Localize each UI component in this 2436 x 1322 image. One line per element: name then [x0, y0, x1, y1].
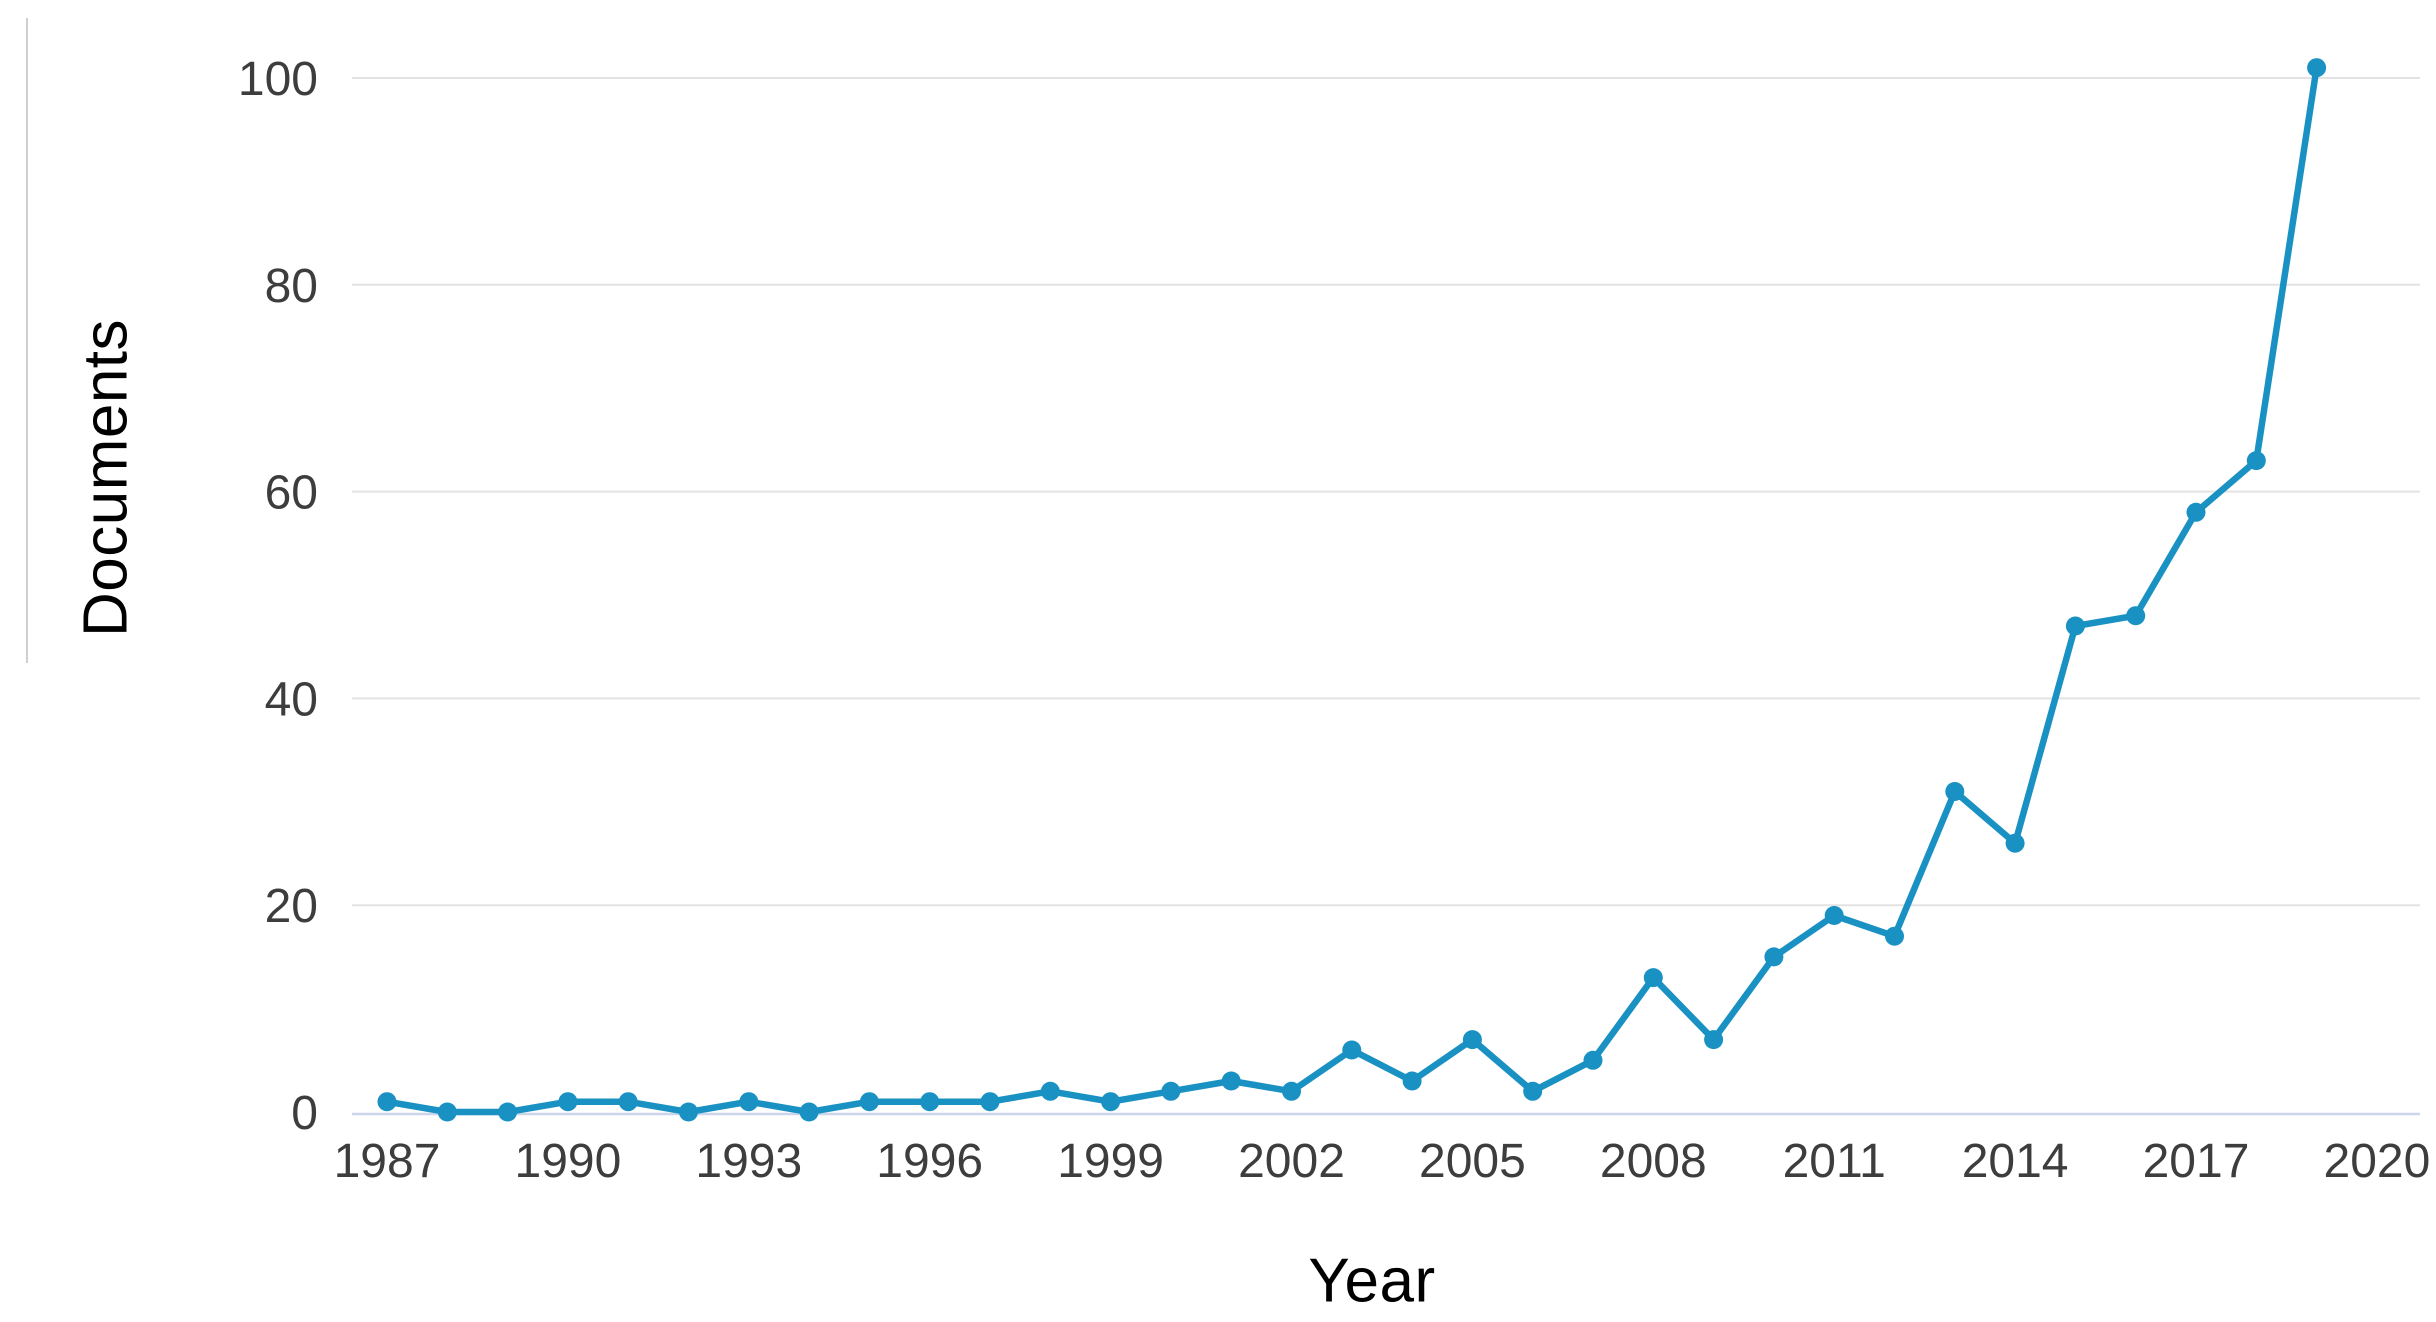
data-point-2011[interactable]	[1824, 906, 1844, 925]
x-tick-label-2020: 2020	[2324, 1135, 2431, 1188]
y-tick-label-100: 100	[238, 53, 318, 106]
x-axis-title: Year	[1308, 1246, 1436, 1316]
data-point-1990[interactable]	[558, 1092, 578, 1112]
data-point-1989[interactable]	[498, 1102, 518, 1122]
data-point-1987[interactable]	[377, 1092, 397, 1112]
data-point-2006[interactable]	[1523, 1081, 1543, 1101]
page-edge-line	[26, 18, 28, 663]
y-tick-label-20: 20	[265, 880, 318, 933]
x-tick-label-1990: 1990	[515, 1135, 622, 1188]
data-point-2019[interactable]	[2307, 58, 2327, 78]
x-tick-label-2011: 2011	[1783, 1135, 1886, 1188]
y-tick-label-40: 40	[265, 673, 318, 726]
data-point-2017[interactable]	[2186, 502, 2206, 522]
data-point-2007[interactable]	[1583, 1050, 1603, 1070]
data-point-1997[interactable]	[980, 1092, 1000, 1112]
data-point-1992[interactable]	[679, 1102, 698, 1122]
data-point-1993[interactable]	[739, 1092, 759, 1112]
series-line-documents	[383, 64, 2320, 1116]
data-point-1996[interactable]	[920, 1092, 940, 1112]
data-point-2009[interactable]	[1704, 1030, 1724, 1050]
x-tick-label-2017: 2017	[2143, 1135, 2250, 1188]
x-tick-label-2005: 2005	[1419, 1135, 1526, 1188]
data-point-2002[interactable]	[1282, 1081, 1301, 1101]
x-tick-label-1987: 1987	[334, 1135, 441, 1188]
data-point-2018[interactable]	[2246, 451, 2266, 471]
data-point-2013[interactable]	[1945, 782, 1965, 801]
y-axis-title: Documents	[71, 318, 141, 638]
data-point-2000[interactable]	[1161, 1081, 1181, 1101]
data-point-2008[interactable]	[1643, 968, 1663, 988]
data-point-2005[interactable]	[1462, 1030, 1482, 1050]
data-point-2010[interactable]	[1764, 947, 1784, 967]
data-point-2014[interactable]	[2005, 833, 2025, 853]
data-point-2015[interactable]	[2065, 616, 2085, 636]
x-tick-label-1996: 1996	[876, 1135, 983, 1188]
y-tick-label-0: 0	[291, 1087, 318, 1140]
y-tick-label-80: 80	[265, 260, 318, 313]
x-tick-label-1999: 1999	[1057, 1135, 1164, 1188]
data-point-2016[interactable]	[2126, 606, 2146, 626]
data-point-2012[interactable]	[1885, 926, 1904, 946]
y-tick-label-60: 60	[265, 467, 318, 520]
x-tick-label-1993: 1993	[695, 1135, 802, 1188]
data-point-1998[interactable]	[1040, 1081, 1060, 1101]
data-point-2004[interactable]	[1402, 1071, 1422, 1091]
data-point-2001[interactable]	[1221, 1071, 1241, 1091]
data-point-1995[interactable]	[859, 1092, 879, 1112]
data-point-1991[interactable]	[618, 1092, 638, 1112]
data-point-1994[interactable]	[799, 1102, 819, 1122]
x-tick-label-2008: 2008	[1600, 1135, 1707, 1188]
data-point-2003[interactable]	[1342, 1040, 1362, 1060]
x-tick-label-2014: 2014	[1962, 1135, 2069, 1188]
x-tick-label-2002: 2002	[1238, 1135, 1345, 1188]
data-point-1999[interactable]	[1101, 1092, 1121, 1112]
data-point-1988[interactable]	[437, 1102, 457, 1122]
